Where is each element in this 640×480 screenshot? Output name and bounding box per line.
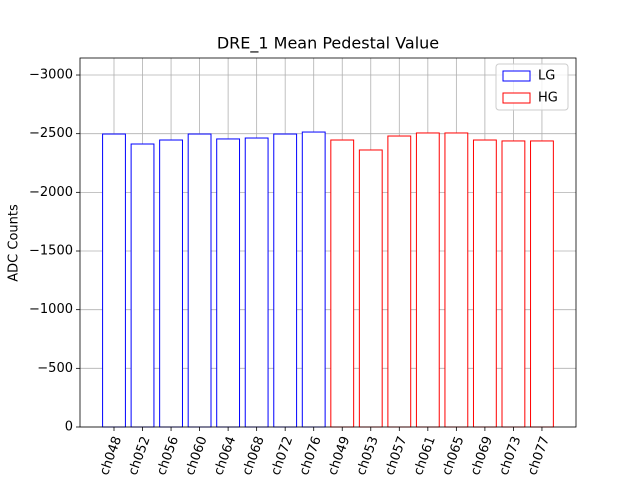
y-tick-label: −2500 — [29, 126, 73, 141]
bar — [387, 135, 412, 428]
y-axis-label: ADC Counts — [7, 204, 22, 282]
plot-frame — [79, 57, 577, 428]
legend-swatch — [502, 70, 531, 82]
bar — [102, 133, 126, 428]
bar — [159, 139, 183, 428]
legend-swatch — [502, 92, 531, 104]
bar — [187, 133, 212, 428]
chart-title: DRE_1 Mean Pedestal Value — [217, 34, 439, 54]
bar — [244, 137, 269, 428]
y-tick-label: 0 — [65, 420, 73, 435]
bar — [330, 139, 355, 428]
y-tick-label: −1000 — [29, 302, 73, 317]
y-tick-label: −2000 — [29, 185, 73, 200]
bar — [358, 149, 383, 428]
bar — [130, 143, 155, 428]
legend-label: HG — [538, 91, 558, 106]
bar — [216, 138, 241, 428]
bar — [530, 140, 554, 428]
bar — [444, 132, 469, 428]
legend: LG HG — [495, 63, 569, 111]
y-tick-label: −3000 — [29, 68, 73, 83]
bar — [415, 132, 440, 428]
y-tick-label: −1500 — [29, 244, 73, 259]
legend-label: LG — [538, 69, 555, 84]
bar — [501, 140, 526, 428]
bar — [301, 131, 326, 428]
bar — [273, 133, 298, 428]
bar — [472, 139, 497, 428]
y-tick-label: −500 — [37, 361, 73, 376]
